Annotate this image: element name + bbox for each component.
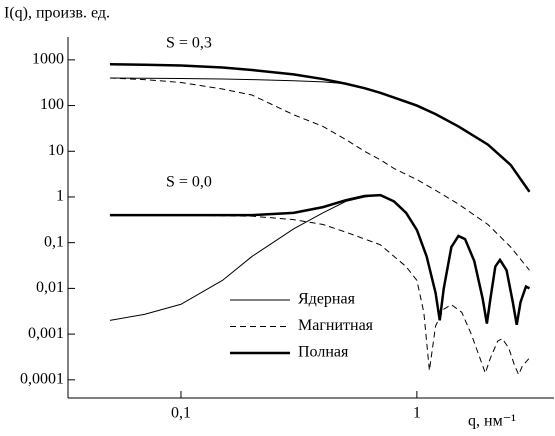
legend-label: Магнитная bbox=[298, 317, 374, 334]
x-tick-label: 0,1 bbox=[171, 405, 191, 422]
curve bbox=[109, 63, 531, 193]
y-tick-label: 0,01 bbox=[36, 279, 64, 296]
y-tick-label: 0,0001 bbox=[20, 370, 64, 387]
y-tick-label: 100 bbox=[40, 96, 64, 113]
y-tick-label: 1000 bbox=[32, 51, 64, 68]
y-tick-label: 10 bbox=[48, 142, 64, 159]
annotation: S = 0,3 bbox=[166, 35, 212, 52]
legend-label: Ядерная bbox=[298, 291, 356, 308]
y-tick-label: 0,001 bbox=[28, 325, 64, 342]
x-axis-label: q, нм⁻¹ bbox=[468, 413, 516, 430]
curve bbox=[109, 193, 531, 325]
y-tick-label: 0,1 bbox=[44, 233, 64, 250]
annotation: S = 0,0 bbox=[166, 174, 212, 191]
x-tick-label: 1 bbox=[413, 405, 421, 422]
y-tick-label: 1 bbox=[56, 188, 64, 205]
curve bbox=[109, 214, 530, 376]
legend-label: Полная bbox=[298, 344, 349, 361]
y-axis-label: I(q), произв. ед. bbox=[4, 5, 110, 22]
